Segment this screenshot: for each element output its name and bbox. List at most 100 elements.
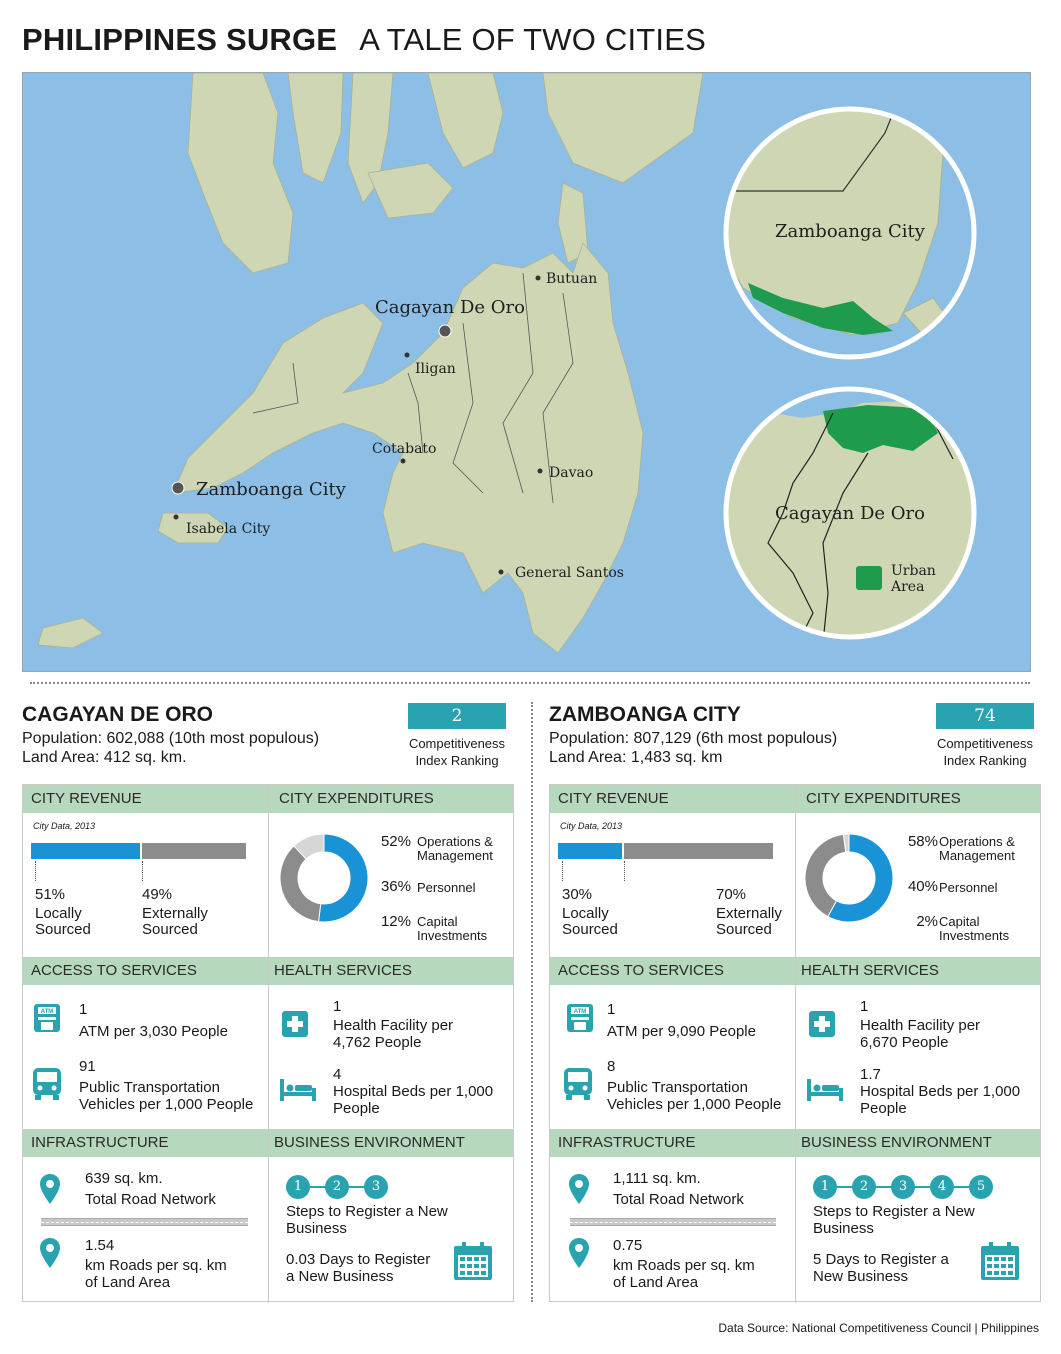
island-sulu: [37, 617, 104, 649]
calendar-icon: [981, 1242, 1019, 1280]
health-desc: Health Facility per 6,670 People: [860, 1017, 980, 1051]
dot-zamboanga: [171, 481, 185, 495]
city-name: CAGAYAN DE ORO: [22, 703, 213, 726]
city-land-area: Land Area: 1,483 sq. km: [549, 749, 723, 766]
beds-desc-l2: People: [333, 1100, 380, 1117]
rank-label-line2: Index Ranking: [415, 753, 499, 768]
donut-slice-1: [279, 845, 322, 923]
band-label-health: HEALTH SERVICES: [274, 962, 412, 979]
label-gensan: General Santos: [515, 565, 624, 581]
revenue-external-label-l2: Sourced: [716, 921, 772, 938]
revenue-local-label-l2: Sourced: [35, 921, 91, 938]
title-bold: PHILIPPINES SURGE: [22, 22, 338, 57]
map-svg: Butuan Cagayan De Oro Iligan Cotabato Da…: [23, 73, 1030, 671]
exp-pct-2: 2%: [916, 913, 938, 930]
exp-label-2-l2: Investments: [417, 928, 488, 943]
dot-davao: [537, 468, 543, 474]
legend-urban-line1: Urban: [891, 563, 936, 579]
revenue-external-label-l2: Sourced: [142, 921, 198, 938]
beds-desc: Hospital Beds per 1,000 People: [333, 1083, 493, 1117]
road-network-number: 639 sq. km.: [85, 1170, 163, 1187]
beds-desc-l1: Hospital Beds per 1,000: [333, 1083, 494, 1100]
label-butuan: Butuan: [546, 271, 597, 287]
band-label-access: ACCESS TO SERVICES: [31, 962, 197, 979]
rank-label: Competitiveness Index Ranking: [392, 735, 522, 769]
health-desc-l1: Health Facility per: [860, 1017, 981, 1034]
road-graphic: [41, 1218, 248, 1226]
expenditure-donut: [804, 833, 894, 923]
exp-label-1: Personnel: [417, 880, 476, 895]
donut-slice-0: [827, 833, 894, 923]
exp-pct-1: 40%: [907, 878, 938, 895]
step-circle: 2: [325, 1175, 349, 1199]
health-desc: Health Facility per 4,762 People: [333, 1017, 453, 1051]
road-network-desc: Total Road Network: [85, 1191, 216, 1208]
urban-area-zamboanga: [748, 283, 893, 335]
band-label-expenditures: CITY EXPENDITURES: [279, 790, 434, 807]
data-source: Data Source: National Competitiveness Co…: [718, 1321, 1039, 1335]
location-pin-icon: [40, 1174, 60, 1204]
health-desc-l2: 4,762 People: [333, 1034, 422, 1051]
inset-cagayan-label: Cagayan De Oro: [775, 503, 925, 524]
health-desc-l1: Health Facility per: [333, 1017, 454, 1034]
bus-icon: [564, 1068, 592, 1100]
revenue-bar-external: [623, 843, 773, 859]
exp-label-2-l1: Capital: [939, 914, 980, 929]
road-density-desc: km Roads per sq. km of Land Area: [85, 1257, 227, 1291]
rank-label-line2: Index Ranking: [943, 753, 1027, 768]
column-divider: [531, 702, 533, 1302]
transport-desc-l1: Public Transportation: [79, 1079, 220, 1096]
label-davao: Davao: [549, 465, 593, 481]
beds-desc: Hospital Beds per 1,000 People: [860, 1083, 1020, 1117]
health-facility-icon: [809, 1011, 835, 1037]
donut-slice-1: [804, 833, 847, 918]
panel-vertical-divider: [268, 785, 269, 1303]
steps-desc: Steps to Register a New Business: [813, 1203, 975, 1237]
title-light: A TALE OF TWO CITIES: [359, 22, 706, 57]
island-basilan: [157, 512, 229, 544]
rank-label-line1: Competitiveness: [936, 736, 1034, 751]
inset-zamboanga-label: Zamboanga City: [775, 221, 926, 242]
dot-cagayan: [438, 324, 452, 338]
label-iligan: Iligan: [415, 361, 456, 377]
step-circle: 3: [891, 1175, 915, 1199]
days-desc-l2: New Business: [813, 1268, 909, 1285]
steps-desc-l1: Steps to Register a New: [286, 1203, 448, 1220]
revenue-tick-external: [623, 861, 625, 881]
city-name: ZAMBOANGA CITY: [549, 703, 741, 726]
atm-number: 1: [79, 1001, 88, 1018]
road-density-desc-l2: of Land Area: [613, 1274, 699, 1291]
label-zamboanga: Zamboanga City: [196, 479, 347, 500]
revenue-bar-local: [558, 843, 622, 859]
band-label-business: BUSINESS ENVIRONMENT: [801, 1134, 992, 1151]
road-graphic: [570, 1218, 776, 1226]
rank-badge: 74: [936, 703, 1034, 729]
road-network-number: 1,111 sq. km.: [613, 1170, 701, 1187]
road-density-number: 1.54: [85, 1237, 115, 1254]
days-desc: 5 Days to Register a New Business: [813, 1251, 949, 1285]
days-desc-l1: 5 Days to Register a: [813, 1251, 949, 1268]
hospital-bed-icon: [280, 1079, 316, 1101]
band-label-revenue: CITY REVENUE: [558, 790, 669, 807]
dot-cotabato: [400, 458, 406, 464]
island-panay: [187, 73, 294, 274]
transport-desc-l2: Vehicles per 1,000 People: [607, 1096, 782, 1113]
steps-desc-l1: Steps to Register a New: [813, 1203, 975, 1220]
legend-urban-swatch: [856, 566, 882, 590]
dot-butuan: [535, 275, 541, 281]
hospital-bed-icon: [807, 1079, 843, 1101]
revenue-local-label: Locally Sourced: [35, 906, 91, 938]
exp-label-0-l1: Operations &: [417, 834, 493, 849]
island-negros: [287, 73, 344, 184]
bus-icon: [33, 1068, 61, 1100]
band-label-health: HEALTH SERVICES: [801, 962, 939, 979]
section-divider: [30, 682, 1030, 684]
revenue-local-label: Locally Sourced: [562, 906, 618, 938]
rank-label-line1: Competitiveness: [408, 736, 506, 751]
svg-text:ATM: ATM: [574, 1009, 587, 1015]
health-number: 1: [860, 998, 869, 1015]
band-label-access: ACCESS TO SERVICES: [558, 962, 724, 979]
donut-slice-2: [293, 833, 325, 860]
map: Butuan Cagayan De Oro Iligan Cotabato Da…: [22, 72, 1031, 672]
exp-label-2-l2: Investments: [939, 928, 1010, 943]
